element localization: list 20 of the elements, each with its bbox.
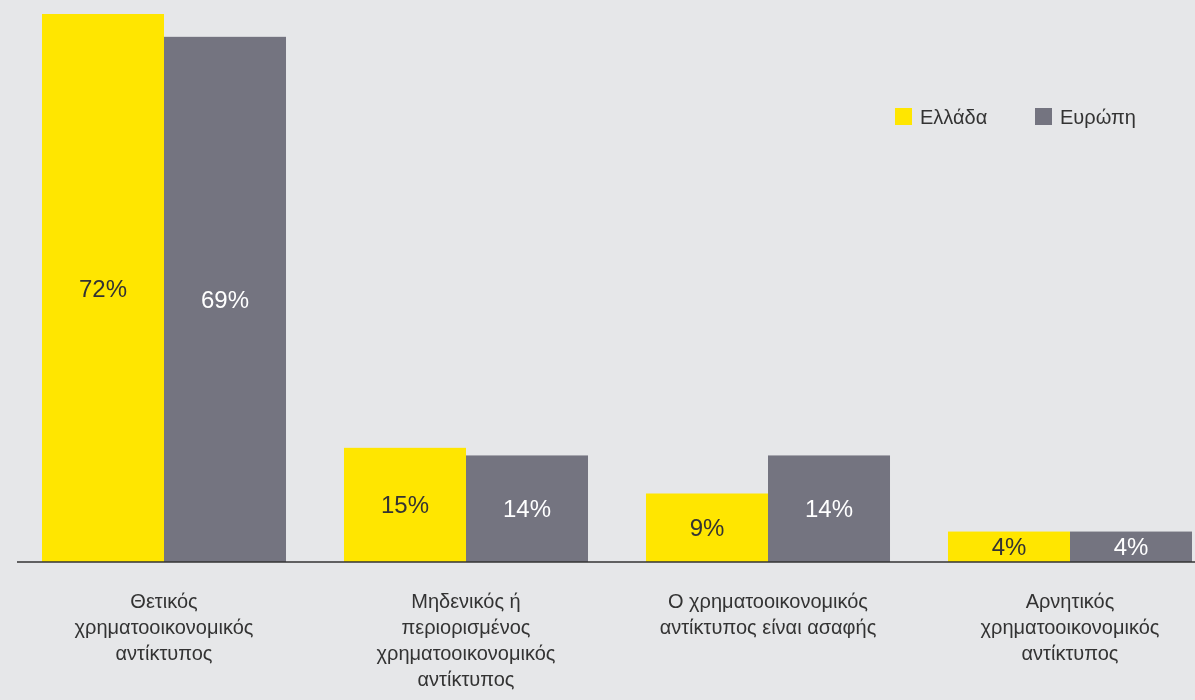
data-label: 69%: [200, 285, 250, 313]
bar: [768, 455, 891, 562]
bar: [466, 455, 589, 562]
x-tick-label: Θετικός χρηματοοικονομικός αντίκτυπος: [74, 590, 254, 664]
bar: [164, 36, 287, 562]
x-tick-label: Αρνητικός χρηματοοικονομικός αντίκτυπος: [980, 590, 1160, 664]
data-label: 4%: [1113, 533, 1149, 561]
bar: [41, 14, 164, 562]
legend-label: Ευρώπη: [1060, 106, 1136, 128]
bar: [343, 447, 466, 562]
legend-label: Ελλάδα: [920, 106, 988, 128]
data-label: 14%: [804, 495, 854, 523]
data-label: 15%: [380, 491, 430, 519]
data-label: 14%: [502, 495, 552, 523]
bar: [645, 493, 768, 562]
data-label: 4%: [991, 533, 1027, 561]
data-label: 72%: [78, 274, 128, 302]
x-tick-label: Ο χρηματοοικονομικός αντίκτυπος είναι ασαφής: [659, 590, 877, 638]
data-label: 9%: [689, 514, 725, 542]
x-tick-label: Μηδενικός ή περιορισμένος χρηματοοικονομικός αντίκτυπος: [376, 590, 556, 690]
